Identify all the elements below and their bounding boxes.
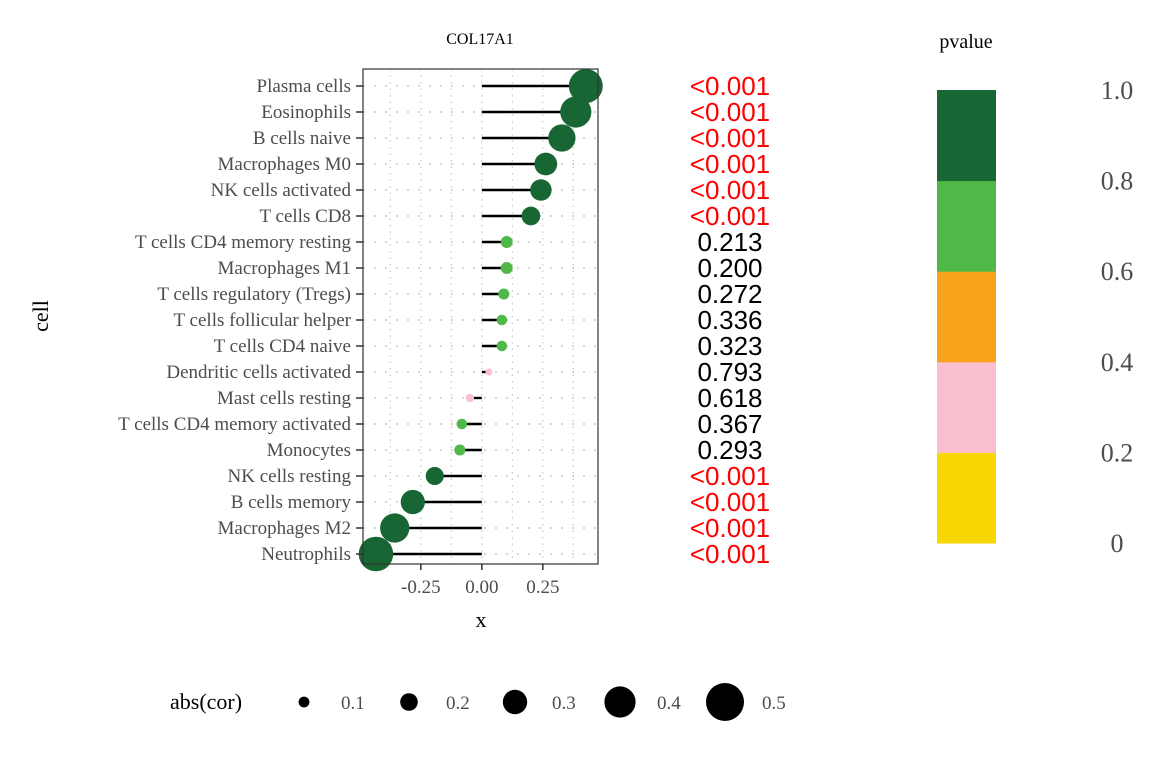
x-tick-labels: -0.25 0.00 0.25 (401, 564, 559, 598)
x-tick-label: 0.00 (465, 577, 498, 598)
y-tick-label: B cells memory (231, 492, 352, 513)
pvalue-label: 0.213 (697, 227, 762, 257)
pvalue-label: <0.001 (690, 513, 770, 543)
data-point (485, 368, 493, 376)
size-legend-title: abs(cor) (170, 689, 242, 714)
pvalue-label: 0.323 (697, 331, 762, 361)
x-axis-label: x (476, 607, 487, 632)
pvalue-label: 0.336 (697, 305, 762, 335)
y-tick-label: T cells follicular helper (174, 310, 352, 331)
abs-cor-size-legend: abs(cor) 0.1 0.2 0.3 0.4 0.5 (170, 683, 786, 721)
data-point (456, 418, 468, 430)
y-tick-label: Eosinophils (261, 102, 351, 123)
pvalue-label: 0.367 (697, 409, 762, 439)
data-point (530, 179, 552, 201)
color-legend-label: 1.0 (1101, 76, 1134, 105)
data-point (500, 236, 513, 248)
data-point (498, 288, 510, 300)
pvalue-label: 0.618 (697, 383, 762, 413)
y-tick-label: B cells naive (253, 128, 351, 149)
y-tick-label: T cells CD4 memory activated (118, 414, 351, 435)
y-tick-label: Mast cells resting (217, 388, 352, 409)
y-tick-label: T cells CD8 (260, 206, 351, 227)
data-point (496, 340, 508, 352)
size-legend-label: 0.3 (552, 693, 576, 714)
y-tick-label: Plasma cells (257, 76, 351, 97)
y-tick-label: T cells CD4 naive (214, 336, 351, 357)
data-point (454, 444, 466, 456)
y-tick-label: Macrophages M1 (218, 258, 352, 279)
data-point (568, 69, 603, 103)
data-points (358, 69, 603, 572)
color-legend-swatch (937, 361, 996, 453)
chart-title: COL17A1 (446, 31, 514, 48)
y-tick-label: NK cells activated (211, 180, 352, 201)
size-legend-key (706, 683, 744, 721)
pvalue-label: <0.001 (690, 123, 770, 153)
pvalue-label: 0.272 (697, 279, 762, 309)
y-tick-label: Macrophages M2 (218, 518, 352, 539)
plot-panel-border (362, 68, 599, 565)
size-legend-key (502, 689, 528, 715)
data-point (560, 96, 592, 128)
pvalue-label: <0.001 (690, 175, 770, 205)
y-tick-label: Monocytes (267, 440, 351, 461)
data-point (521, 206, 541, 226)
pvalue-label: <0.001 (690, 487, 770, 517)
data-point (496, 314, 508, 326)
color-legend-swatch (937, 452, 996, 544)
data-point (500, 262, 513, 274)
color-legend-title: pvalue (939, 31, 992, 53)
pvalue-color-legend: pvalue 0 0.2 0.4 0.6 0.8 1.0 (937, 31, 1133, 558)
grid-lines (363, 69, 598, 564)
pvalue-label: 0.200 (697, 253, 762, 283)
color-legend-swatch (937, 271, 996, 363)
pvalue-label: <0.001 (690, 149, 770, 179)
data-point (548, 124, 576, 152)
color-legend-swatch (937, 90, 996, 182)
size-legend-label: 0.1 (341, 693, 365, 714)
color-legend-label: 0.4 (1101, 348, 1134, 377)
size-legend-key (604, 686, 636, 718)
data-point (534, 152, 558, 176)
y-tick-label: Macrophages M0 (218, 154, 352, 175)
size-legend-label: 0.2 (446, 693, 470, 714)
color-legend-label: 0.8 (1101, 167, 1134, 196)
data-point (380, 513, 410, 543)
y-tick-label: Neutrophils (261, 544, 351, 565)
data-point (465, 393, 475, 403)
pvalue-label: <0.001 (690, 461, 770, 491)
y-tick-label: T cells regulatory (Tregs) (157, 284, 351, 305)
data-point (425, 466, 444, 486)
color-legend-swatch (937, 180, 996, 272)
data-point (400, 489, 425, 515)
pvalue-label: <0.001 (690, 539, 770, 569)
y-tick-label: T cells CD4 memory resting (135, 232, 352, 253)
size-legend-label: 0.4 (657, 693, 681, 714)
pvalue-label: 0.793 (697, 357, 762, 387)
color-legend-label: 0 (1111, 529, 1124, 558)
size-legend-label: 0.5 (762, 693, 786, 714)
color-legend-label: 0.6 (1101, 257, 1134, 286)
pvalue-label: <0.001 (690, 71, 770, 101)
x-tick-label: -0.25 (401, 577, 441, 598)
pvalue-labels: <0.001<0.001<0.001<0.001<0.001<0.0010.21… (690, 71, 770, 569)
size-legend-key (298, 696, 310, 708)
pvalue-label: <0.001 (690, 201, 770, 231)
color-legend-label: 0.2 (1101, 438, 1134, 467)
y-tick-label: Dendritic cells activated (166, 362, 351, 383)
y-tick-label: NK cells resting (228, 466, 352, 487)
x-tick-label: 0.25 (526, 577, 559, 598)
pvalue-label: <0.001 (690, 97, 770, 127)
data-point (358, 536, 394, 572)
y-tick-labels: Plasma cells Eosinophils B cells naive Macr… (118, 76, 363, 565)
y-axis-label: cell (28, 300, 53, 332)
pvalue-label: 0.293 (697, 435, 762, 465)
size-legend-key (400, 693, 418, 711)
